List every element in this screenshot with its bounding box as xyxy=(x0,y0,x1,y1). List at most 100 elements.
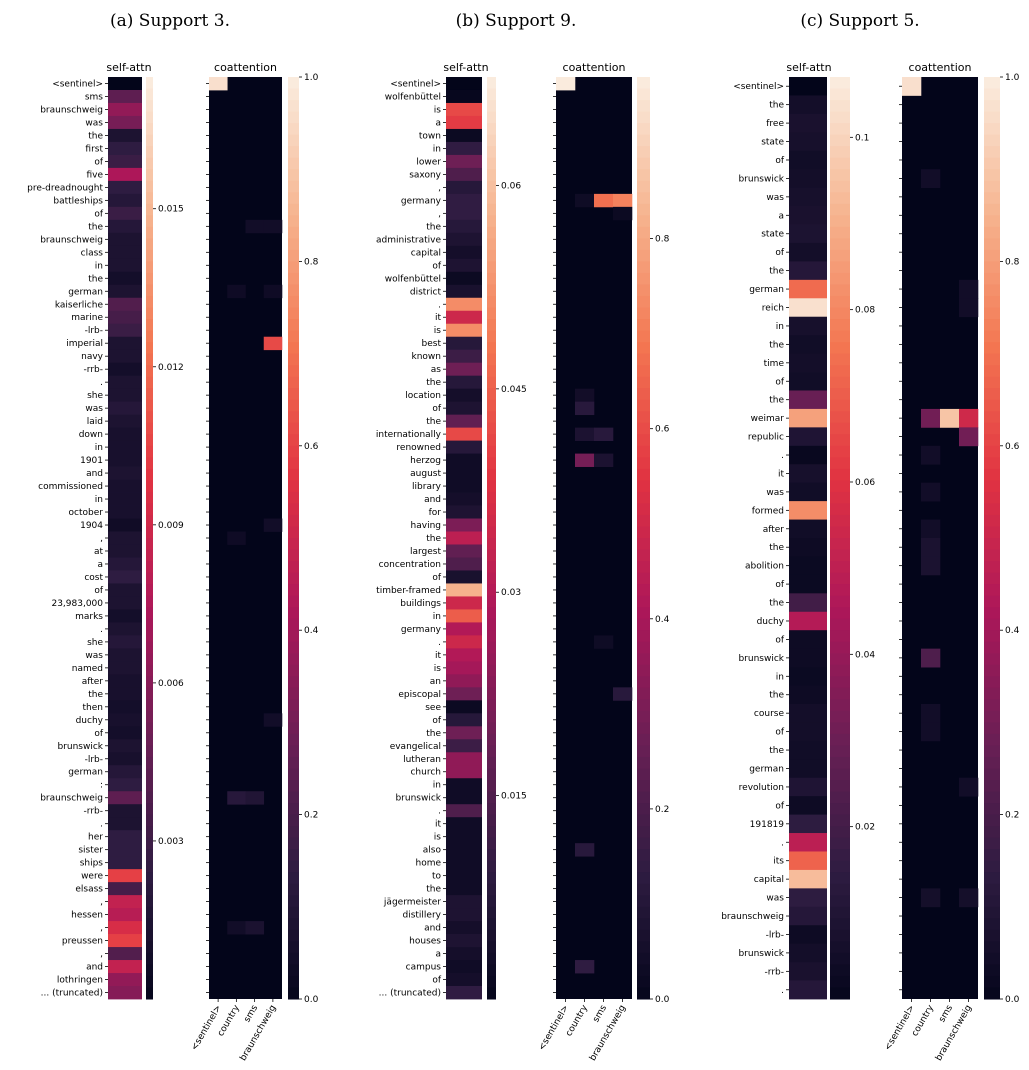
self-attn-cell xyxy=(789,833,827,852)
token-label: wolfenbüttel xyxy=(385,274,441,284)
token-label: of xyxy=(432,404,442,414)
self-attn-cell xyxy=(446,180,482,195)
self-attn-colorbar-segment xyxy=(487,561,496,574)
coattention-colorbar-segment xyxy=(984,607,1000,620)
coattention-colorbar-segment xyxy=(637,895,650,908)
coattention-colorbar-segment xyxy=(637,480,650,493)
token-label: elsass xyxy=(75,885,103,895)
coattention-cell xyxy=(959,888,979,908)
self-attn-cell xyxy=(446,960,482,974)
self-attn-cell xyxy=(446,804,482,818)
coattention-colorbar-segment xyxy=(984,88,1000,101)
coattention-colorbar-segment xyxy=(637,572,650,585)
self-attn-colorbar-segment xyxy=(146,964,153,977)
self-attn-cell xyxy=(789,611,827,631)
token-label: . xyxy=(100,820,103,830)
self-attn-colorbar-segment xyxy=(830,411,850,424)
colorbar-tick-label: 0.045 xyxy=(501,385,527,395)
self-attn-cell xyxy=(789,132,827,152)
self-attn-colorbar-segment xyxy=(146,376,153,389)
coattention-colorbar-segment xyxy=(637,676,650,689)
token-label: . xyxy=(438,807,441,817)
self-attn-cell xyxy=(108,544,142,558)
self-attn-colorbar-segment xyxy=(487,307,496,320)
self-attn-cell xyxy=(108,791,142,805)
coattention-colorbar-segment xyxy=(288,941,299,954)
coattention-colorbar-segment xyxy=(637,964,650,977)
self-attn-cell xyxy=(446,687,482,701)
self-attn-cell xyxy=(789,206,827,225)
self-attn-cell xyxy=(108,89,142,104)
token-label: brunswick xyxy=(738,949,784,959)
coattention-colorbar-segment xyxy=(637,641,650,654)
self-attn-colorbar-segment xyxy=(830,238,850,251)
token-label: location xyxy=(405,391,441,401)
self-attn-cell xyxy=(446,336,482,351)
self-attn-colorbar-segment xyxy=(830,468,850,481)
self-attn-cell xyxy=(789,685,827,705)
coattention-colorbar-segment xyxy=(288,111,299,124)
coattention-colorbar-segment xyxy=(288,561,299,574)
self-attn-colorbar-segment xyxy=(830,664,850,677)
coattention-colorbar-segment xyxy=(288,445,299,458)
token-label: best xyxy=(422,339,442,349)
coattention-cell xyxy=(940,408,960,428)
token-label: -lrb- xyxy=(766,930,784,940)
self-attn-colorbar-segment xyxy=(830,768,850,781)
self-attn-cell xyxy=(446,583,482,597)
coattention-colorbar-segment xyxy=(288,929,299,942)
self-attn-cell xyxy=(789,224,827,244)
coattention-colorbar-segment xyxy=(637,411,650,424)
self-attn-colorbar-segment xyxy=(487,226,496,239)
token-label: free xyxy=(766,119,784,129)
self-attn-colorbar-segment xyxy=(487,88,496,101)
token-label: <sentinel> xyxy=(52,79,103,89)
token-label: is xyxy=(434,833,442,843)
self-attn-colorbar-segment xyxy=(830,826,850,839)
token-label: named xyxy=(72,664,103,674)
self-attn-cell xyxy=(446,115,482,130)
coattention-cell xyxy=(556,77,576,91)
coattention-colorbar-segment xyxy=(984,514,1000,527)
self-attn-colorbar-segment xyxy=(146,837,153,850)
self-attn-cell xyxy=(108,765,142,779)
self-attn-cell xyxy=(446,570,482,584)
self-attn-colorbar-segment xyxy=(487,411,496,424)
self-attn-cell xyxy=(108,375,142,390)
coattention-cell xyxy=(921,722,941,742)
self-attn-colorbar-segment xyxy=(830,480,850,493)
coattention-cell xyxy=(613,193,633,208)
self-attn-cell xyxy=(789,869,827,889)
self-attn-colorbar-segment xyxy=(830,342,850,355)
coattention-colorbar-segment xyxy=(637,952,650,965)
coattention-cell xyxy=(921,408,941,428)
self-attn-colorbar-segment xyxy=(487,710,496,723)
coattention-colorbar-segment xyxy=(288,653,299,666)
coattention-colorbar-segment xyxy=(984,284,1000,297)
self-attn-cell xyxy=(789,703,827,723)
self-attn-colorbar-segment xyxy=(146,687,153,700)
token-label: german xyxy=(68,768,103,778)
coattention-colorbar-segment xyxy=(637,849,650,862)
coattention-cell xyxy=(921,445,941,465)
self-attn-title: self-attn xyxy=(786,61,831,74)
colorbar-tick-label: 0.0 xyxy=(304,995,319,1005)
coattention-colorbar-segment xyxy=(637,514,650,527)
colorbar-tick-label: 0.015 xyxy=(501,792,527,802)
coattention-colorbar-segment xyxy=(984,226,1000,239)
coattention-colorbar-segment xyxy=(288,238,299,251)
token-label: brunswick xyxy=(395,794,441,804)
coattention-colorbar-segment xyxy=(288,607,299,620)
self-attn-cell xyxy=(446,661,482,675)
coattention-cell xyxy=(921,519,941,539)
self-attn-cell xyxy=(789,943,827,963)
coattention-colorbar-segment xyxy=(984,295,1000,309)
coattention-cell xyxy=(959,777,979,797)
coattention-colorbar-segment xyxy=(637,745,650,758)
self-attn-colorbar-segment xyxy=(487,399,496,412)
self-attn-colorbar-segment xyxy=(487,538,496,551)
self-attn-colorbar-segment xyxy=(146,215,153,228)
token-label: was xyxy=(766,193,784,203)
coattention-colorbar-segment xyxy=(288,538,299,551)
token-label: is xyxy=(434,105,442,115)
